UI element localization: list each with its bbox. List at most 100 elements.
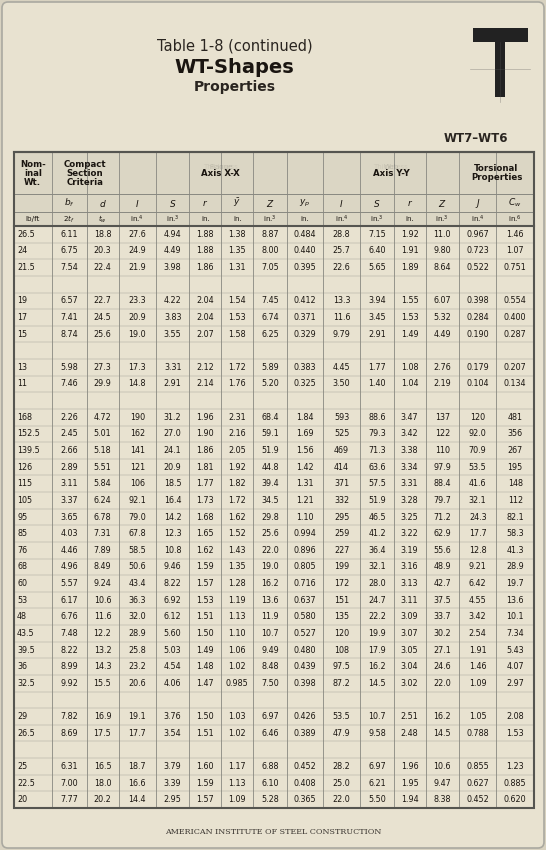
Text: 39.4: 39.4: [261, 479, 279, 488]
Text: 4.22: 4.22: [164, 297, 182, 305]
Text: 25.0: 25.0: [333, 779, 351, 788]
Text: 1.88: 1.88: [197, 246, 214, 256]
Text: 13.2: 13.2: [94, 645, 111, 654]
Text: 62.9: 62.9: [434, 530, 451, 538]
Text: 1.92: 1.92: [401, 230, 419, 239]
Text: 1.04: 1.04: [401, 379, 418, 388]
Text: 3.04: 3.04: [401, 662, 418, 672]
Text: 1.73: 1.73: [197, 496, 214, 505]
Text: 0.395: 0.395: [293, 263, 316, 272]
Text: 17: 17: [17, 313, 27, 322]
Text: 1.62: 1.62: [197, 546, 214, 555]
Text: 148: 148: [508, 479, 523, 488]
Text: 18.7: 18.7: [128, 762, 146, 771]
Text: 5.57: 5.57: [60, 579, 78, 588]
Text: 0.287: 0.287: [504, 330, 526, 338]
Text: 0.398: 0.398: [466, 297, 489, 305]
Text: 3.45: 3.45: [368, 313, 386, 322]
Text: 1.95: 1.95: [401, 779, 419, 788]
Text: 26.5: 26.5: [17, 728, 35, 738]
Text: 1.54: 1.54: [229, 297, 246, 305]
Text: 6.42: 6.42: [469, 579, 486, 588]
Text: 46.5: 46.5: [368, 513, 386, 522]
Text: 87.2: 87.2: [333, 679, 351, 688]
Text: 6.25: 6.25: [261, 330, 279, 338]
Text: 0.398: 0.398: [293, 679, 316, 688]
Text: $r$: $r$: [202, 198, 209, 208]
Text: 0.389: 0.389: [293, 728, 316, 738]
Text: 41.2: 41.2: [368, 530, 386, 538]
Text: 332: 332: [334, 496, 349, 505]
Text: 7.45: 7.45: [261, 297, 279, 305]
Text: 97.5: 97.5: [333, 662, 351, 672]
Text: 34.5: 34.5: [261, 496, 279, 505]
Text: 3.42: 3.42: [469, 612, 486, 621]
Text: 22.0: 22.0: [434, 679, 451, 688]
Text: 4.07: 4.07: [507, 662, 524, 672]
Text: 2.48: 2.48: [401, 728, 418, 738]
Text: 48.9: 48.9: [434, 563, 451, 571]
Text: $d$: $d$: [99, 197, 106, 208]
Text: $t_w$: $t_w$: [98, 213, 107, 224]
Text: 26.5: 26.5: [17, 230, 35, 239]
Text: 3.76: 3.76: [164, 712, 181, 721]
Text: 19: 19: [17, 297, 27, 305]
Text: 8.69: 8.69: [60, 728, 78, 738]
Text: 6.88: 6.88: [261, 762, 278, 771]
Text: 4.96: 4.96: [60, 563, 78, 571]
Text: 4.49: 4.49: [434, 330, 451, 338]
Text: 6.12: 6.12: [164, 612, 181, 621]
Text: 16.6: 16.6: [128, 779, 146, 788]
Text: 20.9: 20.9: [128, 313, 146, 322]
Text: 27.3: 27.3: [94, 363, 111, 371]
Text: 3.50: 3.50: [333, 379, 351, 388]
Text: 1.31: 1.31: [296, 479, 313, 488]
Text: 67.8: 67.8: [128, 530, 146, 538]
Text: 5.98: 5.98: [60, 363, 78, 371]
Text: 6.40: 6.40: [368, 246, 386, 256]
Text: 14.2: 14.2: [164, 513, 181, 522]
Text: 36.4: 36.4: [368, 546, 386, 555]
Text: 41.3: 41.3: [507, 546, 524, 555]
Text: 0.751: 0.751: [504, 263, 526, 272]
Text: 8.99: 8.99: [60, 662, 78, 672]
Text: 18.8: 18.8: [94, 230, 111, 239]
Text: 9.21: 9.21: [469, 563, 486, 571]
Text: 2.31: 2.31: [229, 413, 246, 422]
Text: 1.50: 1.50: [197, 712, 214, 721]
Text: 1.17: 1.17: [229, 762, 246, 771]
Text: 16.2: 16.2: [434, 712, 451, 721]
Text: 3.11: 3.11: [60, 479, 78, 488]
Text: 58.3: 58.3: [507, 530, 524, 538]
Text: 0.896: 0.896: [293, 546, 316, 555]
Text: $I$: $I$: [135, 197, 139, 208]
Text: 3.22: 3.22: [401, 530, 419, 538]
Text: 190: 190: [130, 413, 145, 422]
Text: 51.9: 51.9: [261, 446, 279, 455]
Text: 1.58: 1.58: [229, 330, 246, 338]
Text: 9.24: 9.24: [94, 579, 111, 588]
Text: 1.47: 1.47: [197, 679, 214, 688]
Text: 57.5: 57.5: [368, 479, 386, 488]
Text: 32.5: 32.5: [17, 679, 35, 688]
Text: 8.22: 8.22: [164, 579, 182, 588]
Text: 4.03: 4.03: [60, 530, 78, 538]
Text: $\bar{y}$: $\bar{y}$: [234, 196, 241, 209]
Text: 19.9: 19.9: [368, 629, 386, 638]
Text: 76: 76: [17, 546, 27, 555]
Text: 51.9: 51.9: [368, 496, 386, 505]
Text: $Z$: $Z$: [266, 197, 274, 208]
Text: 0.325: 0.325: [293, 379, 316, 388]
Text: 1.62: 1.62: [229, 513, 246, 522]
Text: 2.19: 2.19: [434, 379, 451, 388]
Text: 108: 108: [334, 645, 349, 654]
Text: 3.39: 3.39: [164, 779, 181, 788]
Text: 10.1: 10.1: [507, 612, 524, 621]
Text: 32.1: 32.1: [469, 496, 486, 505]
Text: 5.60: 5.60: [164, 629, 181, 638]
Text: 199: 199: [334, 563, 349, 571]
Text: 3.83: 3.83: [164, 313, 181, 322]
Text: 0.637: 0.637: [293, 596, 316, 604]
Text: 22.2: 22.2: [368, 612, 386, 621]
Text: Web: Web: [383, 164, 399, 170]
